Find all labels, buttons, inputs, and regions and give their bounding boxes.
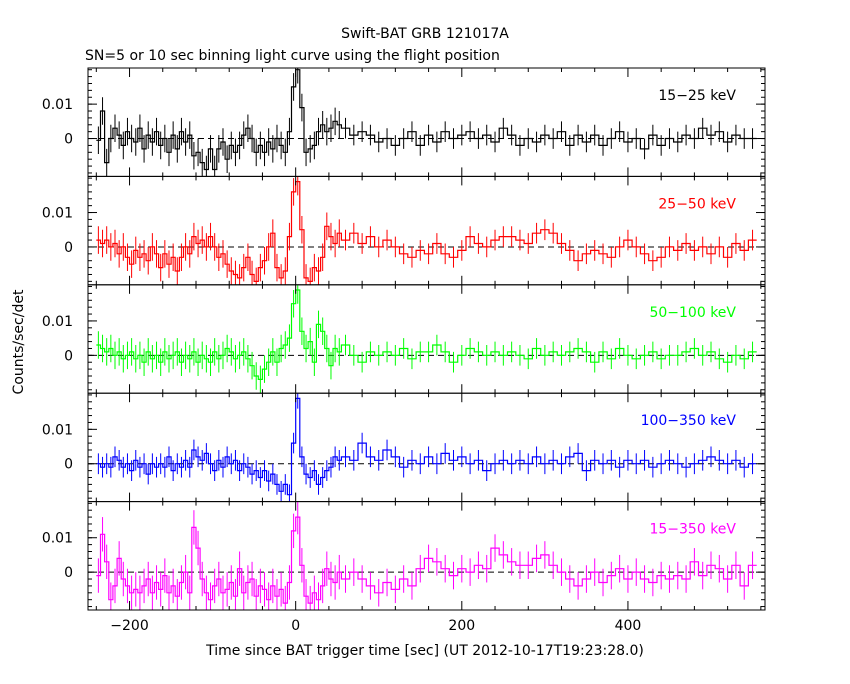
panel-1: 0 0.01 15−25 keV bbox=[42, 67, 766, 177]
y-tick-label: 0 bbox=[64, 565, 73, 581]
band-label: 50−100 keV bbox=[649, 305, 736, 321]
series-100-350-kev bbox=[96, 393, 757, 502]
x-tick-label: 200 bbox=[448, 618, 475, 634]
y-tick-label: 0 bbox=[64, 240, 73, 256]
panel-5: 0 0.01 15−350 keV bbox=[42, 501, 766, 611]
chart-title: Swift-BAT GRB 121017A bbox=[341, 26, 509, 42]
band-label: 15−350 keV bbox=[649, 522, 736, 538]
y-tick-label: 0 bbox=[64, 348, 73, 364]
x-tick-label: 0 bbox=[291, 618, 300, 634]
series-15-350-kev bbox=[96, 501, 757, 611]
y-tick-label: 0 bbox=[64, 132, 73, 148]
panels-layer: 0 0.01 15−25 keV 0 0.01 25−50 keV 0 0.01 50−100 … bbox=[42, 67, 766, 634]
y-tick-label: 0.01 bbox=[42, 422, 73, 438]
series-15-25-kev bbox=[96, 68, 757, 177]
step-line bbox=[96, 289, 757, 380]
y-tick-label: 0.01 bbox=[42, 314, 73, 330]
step-line bbox=[96, 516, 757, 604]
series-25-50-kev bbox=[96, 176, 757, 285]
panel-2: 0 0.01 25−50 keV bbox=[42, 175, 766, 286]
x-axis-label: Time since BAT trigger time [sec] (UT 20… bbox=[205, 643, 644, 659]
step-line bbox=[96, 69, 757, 171]
y-tick-label: 0 bbox=[64, 457, 73, 473]
band-label: 15−25 keV bbox=[658, 88, 736, 104]
panel-frame bbox=[87, 175, 766, 286]
panel-4: 0 0.01 100−350 keV bbox=[42, 392, 766, 503]
panel-3: 0 0.01 50−100 keV bbox=[42, 284, 766, 394]
y-axis-label: Counts/sec/det bbox=[11, 289, 27, 394]
x-tick-label: −200 bbox=[110, 618, 148, 634]
band-label: 100−350 keV bbox=[641, 413, 737, 429]
series-50-100-kev bbox=[96, 284, 757, 394]
y-tick-label: 0.01 bbox=[42, 531, 73, 547]
band-label: 25−50 keV bbox=[658, 196, 736, 212]
panel-frame bbox=[87, 284, 766, 394]
panel-frame bbox=[87, 392, 766, 503]
step-line bbox=[96, 181, 757, 282]
panel-frame bbox=[87, 501, 766, 611]
chart-subtitle: SN=5 or 10 sec binning light curve using… bbox=[85, 48, 500, 64]
x-tick-label: 400 bbox=[615, 618, 642, 634]
y-tick-label: 0.01 bbox=[42, 206, 73, 222]
step-line bbox=[96, 397, 757, 496]
y-tick-label: 0.01 bbox=[42, 97, 73, 113]
